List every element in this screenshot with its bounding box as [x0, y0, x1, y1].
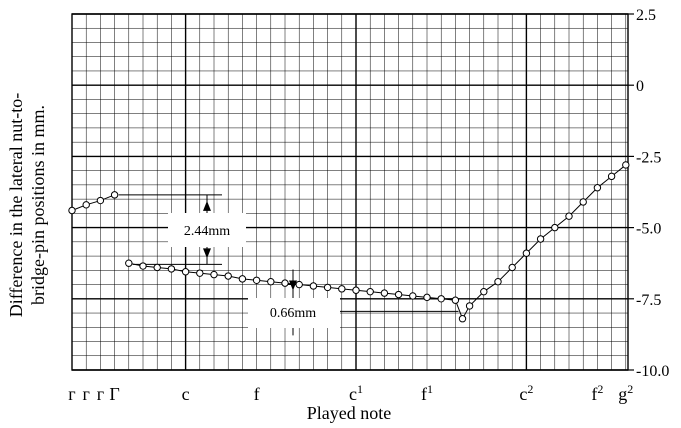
data-point	[465, 302, 474, 310]
data-point	[110, 191, 119, 199]
data-point	[96, 196, 105, 205]
y-axis-label: Difference in the lateral nut-to- bridge…	[6, 93, 48, 318]
data-point	[508, 263, 516, 272]
data-point	[196, 269, 204, 277]
data-point	[551, 223, 559, 232]
y-tick-label: -7.5	[636, 292, 661, 309]
series-layer	[68, 161, 630, 323]
x-tick-label-superscript: 2	[597, 382, 603, 396]
y-tick-label: -2.5	[636, 149, 661, 166]
data-point	[423, 293, 431, 302]
y-tick-label: -5.0	[636, 221, 661, 238]
annotation-label: 2.44mm	[184, 224, 230, 239]
x-tick-label: ᴦ	[68, 384, 75, 404]
data-point	[522, 249, 531, 257]
data-point	[380, 289, 389, 297]
data-point	[451, 296, 460, 304]
x-tick-label: ᴦ	[97, 384, 104, 404]
annotations: 2.44mm 0.66mm	[118, 194, 459, 336]
x-tick-label: c1	[349, 382, 363, 404]
annotation-box	[168, 213, 246, 247]
data-point	[125, 259, 133, 267]
x-tick-label: f	[254, 384, 260, 404]
data-point	[238, 275, 247, 283]
data-point	[210, 270, 218, 279]
x-tick-label: c	[182, 384, 190, 404]
data-point	[252, 276, 261, 284]
x-tick-label: Γ	[109, 384, 119, 404]
data-point	[366, 287, 374, 296]
data-point	[593, 184, 602, 192]
x-tick-label: f2	[591, 382, 603, 404]
data-point	[295, 280, 303, 289]
data-point	[82, 201, 90, 209]
data-point	[139, 262, 147, 270]
x-tick-label-superscript: 1	[357, 382, 363, 396]
y-axis-label-line-1: Difference in the lateral nut-to-	[6, 93, 26, 318]
data-point	[224, 272, 232, 280]
x-tick-label: c2	[519, 382, 533, 404]
data-point	[68, 206, 76, 215]
y-tick-labels: 2.5 0 -2.5 -5.0 -7.5 -10.0	[628, 7, 669, 380]
data-point	[338, 285, 346, 293]
plot-frame	[71, 13, 629, 371]
data-point	[267, 278, 275, 286]
data-point	[409, 292, 417, 300]
dimension-arrowhead	[289, 280, 297, 291]
x-tick-label-superscript: 1	[427, 382, 433, 396]
x-axis-label: Played note	[307, 403, 391, 423]
data-point	[394, 290, 403, 299]
data-point	[167, 265, 176, 273]
data-point	[458, 315, 467, 323]
x-tick-label-superscript: 2	[527, 382, 533, 396]
data-point	[181, 268, 190, 276]
minor-grid	[71, 13, 628, 371]
data-point	[352, 286, 360, 294]
data-point	[153, 263, 161, 272]
data-point	[622, 161, 630, 169]
y-tick-label: 2.5	[636, 7, 656, 24]
dimension-arrowhead	[203, 200, 211, 211]
annotation-label: 0.66mm	[270, 306, 316, 321]
y-tick-label: -10.0	[636, 363, 669, 380]
y-axis-label-line-2: bridge-pin positions in mm.	[28, 105, 48, 305]
series-line	[71, 194, 115, 211]
data-point	[281, 279, 289, 287]
data-point	[536, 235, 545, 243]
data-point	[607, 172, 616, 181]
y-tick-label: 0	[636, 78, 644, 95]
major-grid	[72, 13, 628, 371]
dimension-arrowhead	[203, 248, 211, 259]
x-tick-label: f1	[421, 382, 433, 404]
data-point	[579, 198, 587, 206]
data-point	[565, 212, 573, 220]
data-point	[309, 282, 318, 290]
x-tick-label: g2	[618, 382, 633, 404]
x-tick-label-superscript: 2	[627, 382, 633, 396]
data-point	[323, 283, 332, 292]
annotation-box	[248, 298, 340, 328]
x-tick-label: ᴦ	[83, 384, 90, 404]
data-point	[437, 295, 445, 303]
data-point	[494, 278, 502, 286]
data-point	[480, 287, 488, 296]
